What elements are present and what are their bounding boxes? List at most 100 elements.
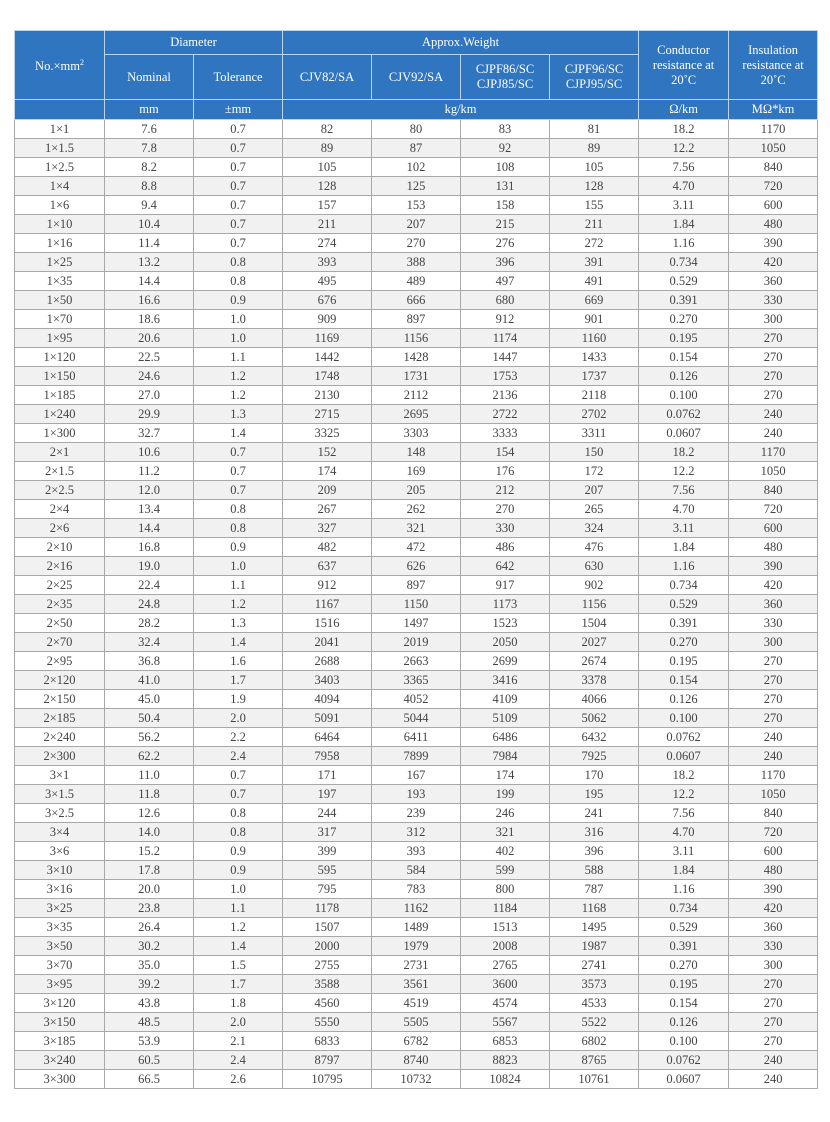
table-cell: 3×150	[14, 1012, 105, 1032]
table-cell: 270	[371, 233, 462, 253]
table-cell: 1.1	[192, 575, 284, 595]
table-cell: 12.0	[104, 480, 194, 500]
table-cell: 13.2	[104, 252, 194, 272]
table-cell: 30.2	[104, 936, 194, 956]
table-cell: 246	[460, 803, 551, 823]
table-row: 2×70 32.4 1.4 2041 2019 2050 2027 0.270 300	[14, 632, 819, 652]
table-cell: 108	[460, 157, 551, 177]
table-cell: 1433	[549, 347, 640, 367]
table-cell: 11.0	[104, 765, 194, 785]
table-cell: 2663	[371, 651, 462, 671]
table-cell: 840	[728, 480, 819, 500]
table-cell: 0.9	[192, 290, 284, 310]
table-cell: 8823	[460, 1050, 551, 1070]
table-cell: 240	[728, 404, 819, 424]
table-cell: 199	[460, 784, 551, 804]
table-row: 3×4 14.0 0.8 317 312 321 316 4.70 720	[14, 822, 819, 842]
table-cell: 1507	[282, 917, 373, 937]
table-cell: 4109	[460, 689, 551, 709]
table-cell: 167	[371, 765, 462, 785]
table-cell: 0.195	[638, 651, 730, 671]
table-cell: 105	[282, 157, 373, 177]
table-row: 1×95 20.6 1.0 1169 1156 1174 1160 0.195 270	[14, 328, 819, 348]
table-cell: 1489	[371, 917, 462, 937]
table-cell: 1170	[728, 765, 819, 785]
table-cell: 2×70	[14, 632, 105, 652]
table-cell: 3×185	[14, 1031, 105, 1051]
table-cell: 5567	[460, 1012, 551, 1032]
table-cell: 2741	[549, 955, 640, 975]
table-cell: 4066	[549, 689, 640, 709]
table-cell: 388	[371, 252, 462, 272]
table-cell: 8.2	[104, 157, 194, 177]
table-cell: 1513	[460, 917, 551, 937]
table-cell: 0.7	[192, 176, 284, 196]
table-cell: 399	[282, 841, 373, 861]
table-cell: 8765	[549, 1050, 640, 1070]
table-cell: 402	[460, 841, 551, 861]
table-cell: 274	[282, 233, 373, 253]
table-cell: 169	[371, 461, 462, 481]
table-cell: 39.2	[104, 974, 194, 994]
table-cell: 1×10	[14, 214, 105, 234]
table-cell: 393	[282, 252, 373, 272]
table-cell: 1.0	[192, 309, 284, 329]
table-cell: 0.9	[192, 860, 284, 880]
table-cell: 2715	[282, 404, 373, 424]
table-cell: 4.70	[638, 176, 730, 196]
table-cell: 2×10	[14, 537, 105, 557]
table-row: 3×240 60.5 2.4 8797 8740 8823 8765 0.0762 240	[14, 1050, 819, 1070]
table-cell: 212	[460, 480, 551, 500]
table-row: 2×50 28.2 1.3 1516 1497 1523 1504 0.391 330	[14, 613, 819, 633]
table-cell: 1.4	[192, 632, 284, 652]
table-cell: 3×240	[14, 1050, 105, 1070]
table-cell: 270	[460, 499, 551, 519]
conductor-resistance-header: Conductor resistance at 20˚C	[638, 30, 730, 100]
table-cell: 6782	[371, 1031, 462, 1051]
table-cell: 584	[371, 860, 462, 880]
table-cell: 300	[728, 632, 819, 652]
table-cell: 2674	[549, 651, 640, 671]
table-cell: 62.2	[104, 746, 194, 766]
table-row: 1×185 27.0 1.2 2130 2112 2136 2118 0.100 270	[14, 385, 819, 405]
table-cell: 6411	[371, 727, 462, 747]
diameter-header: Diameter	[103, 30, 284, 55]
table-cell: 92	[460, 138, 551, 158]
table-cell: 0.734	[638, 898, 730, 918]
size-header: No.×mm2	[14, 30, 105, 100]
table-cell: 783	[371, 879, 462, 899]
table-cell: 0.154	[638, 347, 730, 367]
table-cell: 1050	[728, 784, 819, 804]
table-cell: 11.2	[104, 461, 194, 481]
table-cell: 14.4	[104, 271, 194, 291]
table-cell: 3×10	[14, 860, 105, 880]
table-cell: 6833	[282, 1031, 373, 1051]
table-cell: 207	[371, 214, 462, 234]
table-cell: 240	[728, 423, 819, 443]
table-cell: 28.2	[104, 613, 194, 633]
table-cell: 0.9	[192, 841, 284, 861]
table-cell: 197	[282, 784, 373, 804]
table-cell: 1.1	[192, 898, 284, 918]
table-cell: 330	[728, 936, 819, 956]
table-cell: 7.6	[104, 119, 194, 139]
table-cell: 7899	[371, 746, 462, 766]
table-cell: 396	[549, 841, 640, 861]
table-cell: 7958	[282, 746, 373, 766]
table-cell: 56.2	[104, 727, 194, 747]
table-row: 2×185 50.4 2.0 5091 5044 5109 5062 0.100 270	[14, 708, 819, 728]
table-cell: 317	[282, 822, 373, 842]
table-cell: 24.8	[104, 594, 194, 614]
table-cell: 8797	[282, 1050, 373, 1070]
table-cell: 912	[282, 575, 373, 595]
table-cell: 125	[371, 176, 462, 196]
table-cell: 2765	[460, 955, 551, 975]
table-cell: 1.4	[192, 936, 284, 956]
table-cell: 1160	[549, 328, 640, 348]
table-cell: 840	[728, 157, 819, 177]
table-cell: 0.154	[638, 670, 730, 690]
table-cell: 1156	[371, 328, 462, 348]
table-cell: 1×4	[14, 176, 105, 196]
table-cell: 2008	[460, 936, 551, 956]
table-cell: 1.3	[192, 404, 284, 424]
